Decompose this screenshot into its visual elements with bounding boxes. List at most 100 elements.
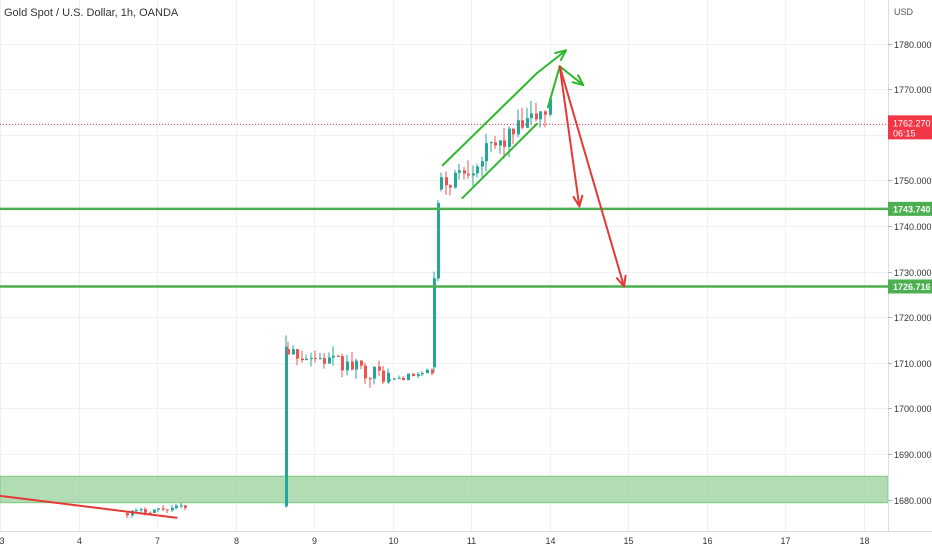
arrow-head xyxy=(571,74,585,86)
candle-body xyxy=(494,142,497,146)
time-tick-label: 15 xyxy=(623,536,633,546)
candle-body xyxy=(407,373,410,381)
candle-body xyxy=(467,173,470,176)
price-tick-label: 1720.000 xyxy=(894,313,932,323)
arrow-head xyxy=(554,49,567,62)
current-price-badge xyxy=(888,115,932,140)
candle-body xyxy=(184,505,187,508)
time-axis[interactable]: 3 4 7 8 9 10 11 14 15 16 17 18 xyxy=(0,536,870,546)
candle-body xyxy=(319,358,322,360)
price-tick-label: 1780.000 xyxy=(894,40,932,50)
channel_bottom-line[interactable] xyxy=(461,122,538,200)
candle-body xyxy=(153,509,156,513)
arrow-head xyxy=(615,274,627,288)
price-tick-label: 1730.000 xyxy=(894,268,932,278)
candle-body xyxy=(412,373,415,377)
candle-body xyxy=(180,505,183,507)
candle-body xyxy=(162,508,165,510)
candle-body xyxy=(346,361,349,371)
candle-body xyxy=(440,177,443,190)
candle-body xyxy=(378,366,381,371)
candle-body xyxy=(140,509,143,511)
candle-body xyxy=(398,377,401,379)
price-tick-label: 1750.000 xyxy=(894,176,932,186)
candle-body xyxy=(364,365,367,379)
candle-body xyxy=(433,278,436,368)
level-price-label: 1726.716 xyxy=(893,282,931,292)
candles xyxy=(126,97,552,519)
candle-body xyxy=(426,369,429,374)
time-tick-label: 17 xyxy=(780,536,790,546)
candle-body xyxy=(517,120,520,135)
candle-body xyxy=(292,349,295,355)
price-tick-label: 1710.000 xyxy=(894,359,932,369)
candle-body xyxy=(149,512,152,514)
candle-body xyxy=(463,170,466,174)
level-price-label: 1743.740 xyxy=(893,204,931,214)
candle-body xyxy=(373,366,376,379)
candle-body xyxy=(503,140,506,147)
candle-body xyxy=(449,185,452,188)
red-arrow[interactable] xyxy=(558,65,626,288)
bar-countdown-label: 06:15 xyxy=(893,128,916,138)
candle-body xyxy=(166,509,169,511)
candle-body xyxy=(135,510,138,512)
candle-body xyxy=(549,98,552,115)
price-axis[interactable]: 1680.000 1690.000 1700.000 1710.000 1720.000… xyxy=(888,40,932,506)
red-arrow[interactable] xyxy=(558,65,581,208)
candle-body xyxy=(387,372,390,382)
candle-body xyxy=(126,513,129,516)
candle-body xyxy=(508,128,511,147)
drawings[interactable] xyxy=(0,49,627,519)
channel_top-line[interactable] xyxy=(441,72,538,167)
candle-body xyxy=(437,203,440,279)
candle-body xyxy=(157,508,160,510)
candle-body xyxy=(175,505,178,508)
candle-body xyxy=(393,378,396,380)
candle-body xyxy=(539,111,542,120)
candle-body xyxy=(360,360,363,366)
horizontal-levels[interactable] xyxy=(0,123,888,288)
support-zone xyxy=(0,475,889,504)
candle-body xyxy=(402,377,405,381)
chart-title: Gold Spot / U.S. Dollar, 1h, OANDA xyxy=(4,7,179,19)
candle-body xyxy=(476,166,479,174)
time-tick-label: 18 xyxy=(859,536,869,546)
candle-body xyxy=(144,509,147,513)
candle-body xyxy=(332,355,335,358)
candle-body xyxy=(499,140,502,146)
price-tick-label: 1740.000 xyxy=(894,222,932,232)
candle-body xyxy=(285,346,288,507)
candle-body xyxy=(458,170,461,173)
candle-body xyxy=(485,143,488,162)
grid xyxy=(0,0,888,531)
candle-body xyxy=(351,361,354,370)
green-arrow[interactable] xyxy=(535,49,567,75)
current-price-label: 1762.270 xyxy=(893,118,931,128)
candle-body xyxy=(355,360,358,370)
time-tick-label: 9 xyxy=(312,536,317,546)
time-tick-label: 4 xyxy=(77,536,82,546)
candle-body xyxy=(526,118,529,128)
time-tick-label: 10 xyxy=(388,536,398,546)
time-tick-label: 14 xyxy=(545,536,555,546)
candle-body xyxy=(296,349,299,359)
time-tick-label: 3 xyxy=(0,536,5,546)
candle-body xyxy=(323,358,326,364)
candle-body xyxy=(388,379,391,381)
price-tick-label: 1700.000 xyxy=(894,404,932,414)
time-tick-label: 8 xyxy=(234,536,239,546)
candle-body xyxy=(481,161,484,167)
candle-body xyxy=(337,355,340,357)
time-tick-label: 16 xyxy=(702,536,712,546)
time-tick-label: 11 xyxy=(467,536,476,546)
trend-line[interactable] xyxy=(0,494,178,519)
candle-body xyxy=(454,172,457,188)
candle-body xyxy=(530,113,533,119)
candle-body xyxy=(417,374,420,377)
arrow-head xyxy=(572,194,584,208)
candle-body xyxy=(431,369,434,374)
candle-body xyxy=(472,173,475,176)
